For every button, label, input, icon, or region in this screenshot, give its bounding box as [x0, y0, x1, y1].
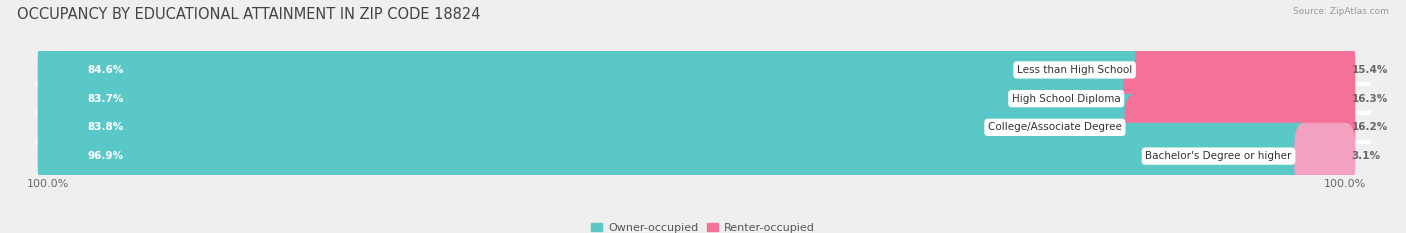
Text: 16.3%: 16.3%: [1351, 94, 1388, 104]
Text: 16.2%: 16.2%: [1351, 122, 1388, 132]
Text: Less than High School: Less than High School: [1017, 65, 1132, 75]
Text: Bachelor's Degree or higher: Bachelor's Degree or higher: [1146, 151, 1292, 161]
FancyBboxPatch shape: [38, 94, 1146, 161]
FancyBboxPatch shape: [1135, 37, 1355, 103]
Text: 84.6%: 84.6%: [87, 65, 124, 75]
Text: 83.8%: 83.8%: [87, 122, 124, 132]
Legend: Owner-occupied, Renter-occupied: Owner-occupied, Renter-occupied: [586, 218, 820, 233]
Text: 3.1%: 3.1%: [1351, 151, 1381, 161]
FancyBboxPatch shape: [1125, 94, 1355, 161]
FancyBboxPatch shape: [38, 37, 1355, 103]
Text: College/Associate Degree: College/Associate Degree: [988, 122, 1122, 132]
FancyBboxPatch shape: [38, 65, 1144, 132]
FancyBboxPatch shape: [38, 94, 1355, 161]
Text: High School Diploma: High School Diploma: [1012, 94, 1121, 104]
Text: OCCUPANCY BY EDUCATIONAL ATTAINMENT IN ZIP CODE 18824: OCCUPANCY BY EDUCATIONAL ATTAINMENT IN Z…: [17, 7, 481, 22]
Text: 96.9%: 96.9%: [87, 151, 122, 161]
Text: 15.4%: 15.4%: [1351, 65, 1388, 75]
FancyBboxPatch shape: [38, 123, 1355, 189]
Text: Source: ZipAtlas.com: Source: ZipAtlas.com: [1294, 7, 1389, 16]
Text: 83.7%: 83.7%: [87, 94, 124, 104]
FancyBboxPatch shape: [38, 123, 1315, 189]
FancyBboxPatch shape: [38, 65, 1355, 132]
FancyBboxPatch shape: [1123, 65, 1355, 132]
FancyBboxPatch shape: [38, 37, 1156, 103]
FancyBboxPatch shape: [1295, 123, 1355, 189]
